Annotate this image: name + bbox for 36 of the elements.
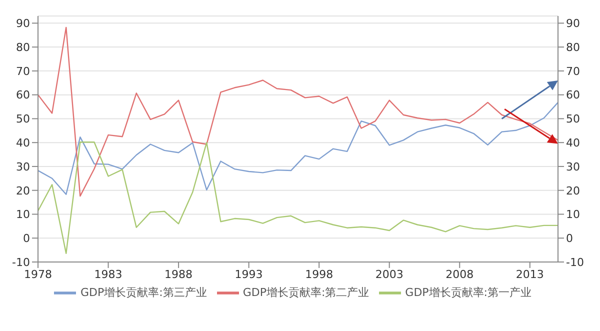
legend-label: GDP增长贡献率:第二产业 [242,286,370,300]
line-series [38,142,558,254]
line-series [38,26,558,197]
legend-label: GDP增长贡献率:第三产业 [80,286,207,300]
y2-tick-label: 30 [566,160,580,174]
y2-tick-label: 50 [566,112,580,126]
y-tick-label: 20 [16,184,30,198]
x-tick-label: 1988 [164,268,193,281]
line-series [38,102,558,196]
y2-tick-label: 20 [566,184,580,198]
y2-tick-label: 10 [566,208,580,222]
y-tick-label: 70 [16,64,30,78]
y-tick-label: 60 [16,88,30,102]
x-tick-label: 1983 [94,268,122,281]
y-tick-label: -10 [12,256,30,269]
x-tick-label: 2013 [516,268,544,281]
y2-tick-label: 60 [566,88,580,102]
x-tick-label: 2008 [446,268,474,281]
y-tick-label: 40 [16,136,30,150]
x-tick-label: 1998 [305,268,334,281]
x-tick-label: 1993 [234,268,263,281]
legend-label: GDP增长贡献率:第一产业 [405,286,532,300]
y2-tick-label: 0 [566,232,573,246]
y-tick-label: 30 [16,160,30,174]
x-tick-label: 1978 [24,268,52,281]
y2-tick-label: 80 [566,40,580,54]
y2-tick-label: 70 [566,64,580,78]
y2-tick-label: 90 [566,17,580,30]
x-tick-label: 2003 [375,268,404,281]
y-tick-label: 50 [16,112,30,126]
y-tick-label: 0 [23,232,30,246]
y-tick-label: 90 [16,17,30,30]
y2-tick-label: -10 [566,256,584,269]
y-tick-label: 80 [16,40,30,54]
y2-tick-label: 40 [566,136,580,150]
y-tick-label: 10 [16,208,30,222]
